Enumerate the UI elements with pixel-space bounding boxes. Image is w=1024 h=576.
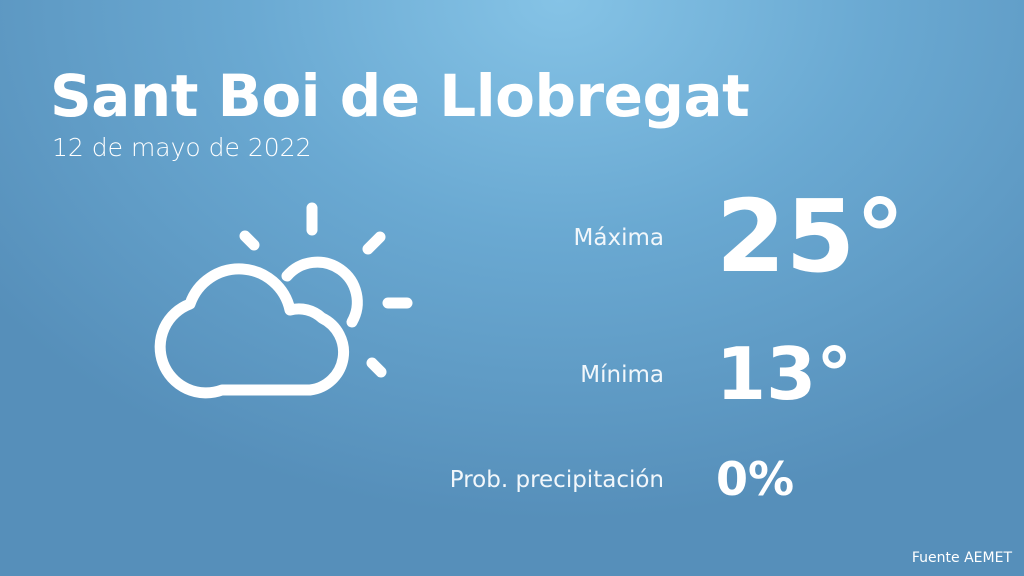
max-label: Máxima [573, 225, 664, 251]
precip-value: 0% [716, 452, 795, 506]
forecast-date: 12 de mayo de 2022 [52, 133, 312, 162]
source-credit: Fuente AEMET [911, 550, 1012, 566]
max-temperature: 25° [716, 178, 906, 295]
min-temperature: 13° [716, 332, 853, 416]
precip-label: Prob. precipitación [449, 467, 664, 493]
min-label: Mínima [580, 362, 664, 388]
city-title: Sant Boi de Llobregat [50, 62, 750, 130]
